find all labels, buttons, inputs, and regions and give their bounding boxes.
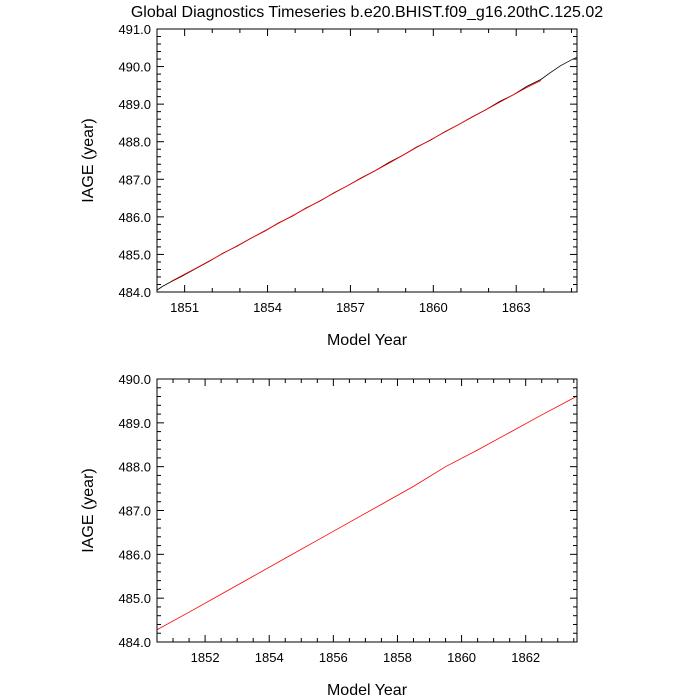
y-tick-label: 491.0 [118,22,151,37]
y-tick-label: 486.0 [118,210,151,225]
y-tick-label: 485.0 [118,591,151,606]
x-axis-label: Model Year [327,682,408,699]
y-tick-label: 488.0 [118,460,151,475]
plot-frame [156,378,578,643]
x-tick-label: 1863 [502,300,531,315]
y-tick-label: 485.0 [118,247,151,262]
y-tick-label: 487.0 [118,172,151,187]
x-tick-label: 1854 [253,300,282,315]
x-tick-label: 1860 [419,300,448,315]
x-axis-label: Model Year [327,332,408,349]
y-tick-label: 484.0 [118,285,151,300]
y-axis-label: IAGE (year) [80,468,97,552]
x-tick-label: 1852 [191,650,220,665]
x-tick-label: 1856 [319,650,348,665]
y-tick-label: 487.0 [118,504,151,519]
series-line-1 [170,80,542,282]
x-tick-label: 1860 [447,650,476,665]
y-tick-label: 490.0 [118,60,151,75]
bottom-panel: 1852 1854 1856 1858 1860 1862 484.0 485.0 486.0 4… [80,372,578,699]
y-axis-label: IAGE (year) [80,118,97,202]
series-line-0 [156,395,578,631]
top-panel: 1851 1854 1857 1860 1863 484.0 485.0 486.0 487.0… [80,22,578,349]
y-tick-label: 490.0 [118,372,151,387]
y-tick-label: 489.0 [118,97,151,112]
x-tick-label: 1862 [511,650,540,665]
x-tick-label: 1851 [170,300,199,315]
x-tick-label: 1854 [255,650,284,665]
plot-frame [156,28,578,293]
y-tick-label: 488.0 [118,135,151,150]
chart-title: Global Diagnostics Timeseries b.e20.BHIS… [131,4,603,21]
y-tick-label: 484.0 [118,635,151,650]
y-tick-label: 486.0 [118,547,151,562]
y-tick-label: 489.0 [118,416,151,431]
x-tick-label: 1857 [336,300,365,315]
x-tick-label: 1858 [383,650,412,665]
